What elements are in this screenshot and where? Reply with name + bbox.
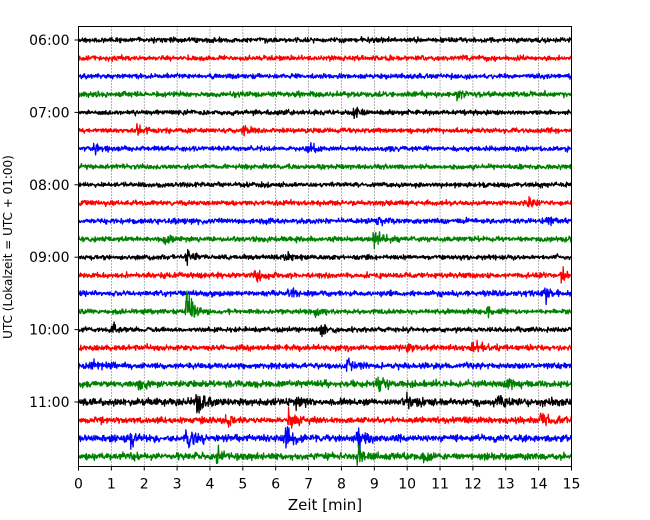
seismic-trace xyxy=(78,290,573,319)
plot-frame xyxy=(78,26,572,467)
seismic-trace xyxy=(77,181,573,189)
x-tick-label: 1 xyxy=(107,477,116,493)
x-tick-label: 15 xyxy=(563,477,581,493)
seismic-trace xyxy=(77,216,573,227)
y-tick-label: 09:00 xyxy=(29,250,69,266)
x-tick-label: 11 xyxy=(431,477,449,493)
y-tick-label: 06:00 xyxy=(29,33,69,49)
x-axis-label: Zeit [min] xyxy=(288,496,362,514)
seismic-trace xyxy=(77,266,573,284)
seismic-trace xyxy=(77,106,573,120)
x-tick-label: 9 xyxy=(370,477,379,493)
x-tick-label: 2 xyxy=(140,477,149,493)
seismic-trace xyxy=(77,196,573,208)
seismic-trace xyxy=(77,391,573,414)
seismic-trace xyxy=(77,443,573,467)
seismic-trace xyxy=(77,163,572,171)
seismic-trace xyxy=(77,357,573,372)
x-tick-label: 3 xyxy=(173,477,182,493)
x-tick-label: 12 xyxy=(464,477,482,493)
seismic-trace xyxy=(77,54,573,63)
seismic-trace xyxy=(77,142,572,156)
x-tick-label: 7 xyxy=(304,477,313,493)
seismic-trace xyxy=(77,35,572,44)
x-tick-label: 5 xyxy=(238,477,247,493)
y-tick-label: 07:00 xyxy=(29,105,69,121)
y-tick-label: 11:00 xyxy=(29,395,69,411)
seismic-trace xyxy=(78,426,573,453)
y-axis-label: UTC (Lokalzeit = UTC + 01:00) xyxy=(1,155,15,339)
seismic-trace xyxy=(77,406,573,429)
seismic-trace xyxy=(77,339,573,353)
x-tick-label: 4 xyxy=(206,477,215,493)
x-tick-label: 8 xyxy=(337,477,346,493)
x-tick-label: 14 xyxy=(530,477,548,493)
x-tick-label: 0 xyxy=(74,477,83,493)
seismic-trace xyxy=(77,89,573,102)
x-axis-ticks: 0 1 2 3 4 5 6 7 8 9 10 11 12 13 14 15 xyxy=(74,466,581,493)
y-axis-ticks: 06:00 07:00 08:00 09:00 10:00 11:00 xyxy=(29,33,79,411)
seismic-trace xyxy=(77,231,573,250)
x-tick-label: 6 xyxy=(271,477,280,493)
seismic-trace xyxy=(77,321,572,338)
x-tick-label: 13 xyxy=(497,477,515,493)
seismic-trace xyxy=(77,248,573,266)
y-tick-label: 08:00 xyxy=(29,178,69,194)
y-tick-label: 10:00 xyxy=(29,323,69,339)
trace-layer xyxy=(77,35,573,467)
seismic-trace xyxy=(77,376,573,393)
seismic-trace xyxy=(78,72,573,81)
seismic-trace xyxy=(77,122,573,137)
seismic-trace xyxy=(77,287,573,306)
x-tick-label: 10 xyxy=(398,477,416,493)
